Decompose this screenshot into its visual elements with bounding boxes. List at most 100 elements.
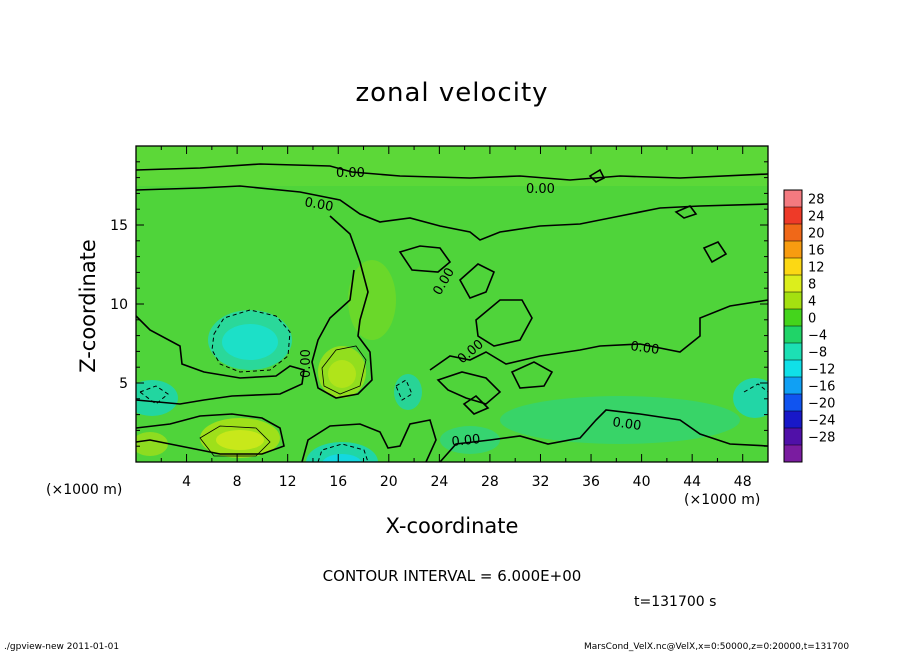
colorbar-tick-label: 0: [808, 312, 816, 327]
contour-line: [436, 371, 502, 405]
contour-interval-label: CONTOUR INTERVAL = 6.000E+00: [322, 567, 582, 585]
field-negative-region: [394, 374, 422, 410]
negative-contour-lines: [138, 309, 768, 462]
colorbar-tick-label: 24: [808, 210, 825, 225]
colorbar-tick-label: −20: [808, 397, 835, 412]
contour-line: [311, 215, 373, 399]
x-tick-label: 24: [430, 474, 448, 490]
x-tick-label: 48: [734, 474, 752, 490]
colorbar-tick-label: −4: [808, 329, 827, 344]
x-tick-label: 44: [683, 474, 701, 490]
thin-contour-line: [321, 345, 367, 395]
colorbar-swatch: [784, 377, 802, 395]
contour-line: [674, 205, 698, 219]
contour-line: [462, 394, 490, 415]
time-label: t=131700 s: [634, 594, 717, 610]
colorbar-swatch: [784, 207, 802, 225]
colorbar-tick-label: −12: [808, 363, 835, 378]
dashed-contour-line: [211, 309, 291, 373]
contour-label: 0.00: [526, 182, 555, 197]
y-axis: 5 10 15: [110, 161, 768, 447]
field-positive-core: [216, 430, 264, 450]
dashed-contour-line: [743, 383, 768, 393]
colorbar-tick-label: −8: [808, 346, 827, 361]
contour-line: [301, 419, 437, 462]
colorbar-swatch: [784, 445, 802, 463]
colorbar-swatch: [784, 360, 802, 378]
colorbar-swatch: [784, 394, 802, 412]
contour-label: 0.00: [303, 195, 334, 215]
contour-lines: [136, 163, 768, 462]
field-weak-negative: [500, 396, 740, 444]
colorbar-tick-label: −24: [808, 414, 835, 429]
colorbar-swatch: [784, 326, 802, 344]
footer-right: MarsCond_VelX.nc@VelX,x=0:50000,z=0:2000…: [584, 642, 850, 652]
dashed-contour-line: [317, 443, 369, 462]
contour-line: [439, 409, 768, 462]
contour-line: [429, 299, 768, 371]
dashed-contour-line: [138, 385, 169, 405]
x-tick-label: 8: [233, 474, 242, 490]
x-axis: 4 8 12 16 20 24 28 32 36 40 44 48: [135, 146, 769, 490]
colorbar-tick-label: −16: [808, 380, 835, 395]
x-tick-label: 12: [279, 474, 297, 490]
field-negative-region: [136, 380, 178, 416]
y-tick-label: 5: [119, 376, 128, 392]
colorbar-swatch: [784, 190, 802, 208]
colorbar-swatch: [784, 343, 802, 361]
colorbar-tick-label: 20: [808, 227, 825, 242]
contour-label: 0.00: [629, 339, 660, 358]
colorbar-swatch: [784, 258, 802, 276]
colorbar-swatch: [784, 275, 802, 293]
heatmap-field: [136, 146, 768, 462]
colorbar-tick-label: 8: [808, 278, 816, 293]
contour-line: [510, 361, 554, 389]
field-positive-core: [328, 360, 356, 388]
colorbar-swatch: [784, 428, 802, 446]
footer-left: ./gpview-new 2011-01-01: [4, 642, 120, 652]
colorbar-tick-label: 16: [808, 244, 825, 259]
colorbar-tick-label: 12: [808, 261, 825, 276]
contour-line: [702, 241, 728, 264]
y-tick-label: 10: [110, 297, 128, 313]
field-negative-core: [222, 324, 278, 360]
x-tick-label: 32: [532, 474, 550, 490]
x-tick-label: 4: [182, 474, 191, 490]
contour-label: 0.00: [299, 349, 314, 378]
contour-line: [398, 245, 452, 273]
colorbar-tick-label: 4: [808, 295, 816, 310]
field-weak-negative: [440, 426, 500, 454]
field-positive-region: [136, 432, 168, 456]
contour-line: [475, 299, 533, 347]
contour-line: [136, 185, 768, 241]
contour-line: [136, 315, 305, 405]
colorbar-swatch: [784, 292, 802, 310]
colorbar: 28 24 20 16 12 8 4 0 −4 −8 −12 −16 −20 −24 −28: [783, 189, 835, 463]
colorbar-swatch: [784, 224, 802, 242]
field-weak-positive: [348, 260, 396, 340]
y-tick-label: 15: [110, 218, 128, 234]
x-tick-label: 20: [380, 474, 398, 490]
contour-line: [136, 163, 768, 181]
dashed-contour-line: [395, 379, 413, 401]
colorbar-swatch: [784, 309, 802, 327]
colorbar-tick-label: −28: [808, 431, 835, 446]
chart-title: zonal velocity: [355, 78, 549, 108]
field-negative-region: [306, 442, 378, 462]
thin-contour-lines: [199, 345, 367, 457]
colorbar-swatch: [784, 241, 802, 259]
contour-line: [136, 413, 285, 455]
x-tick-label: 40: [633, 474, 651, 490]
x-axis-label: X-coordinate: [385, 514, 519, 538]
x-unit-label-right: (×1000 m): [684, 492, 761, 508]
contour-label: 0.00: [611, 415, 642, 434]
field-negative-core: [322, 454, 362, 462]
x-tick-label: 16: [329, 474, 347, 490]
x-tick-label: 28: [481, 474, 499, 490]
colorbar-tick-label: 28: [808, 193, 825, 208]
field-negative-region: [733, 378, 768, 418]
contour-line: [588, 168, 606, 183]
contour-label: 0.00: [336, 166, 365, 181]
contour-label: 0.00: [451, 432, 481, 450]
